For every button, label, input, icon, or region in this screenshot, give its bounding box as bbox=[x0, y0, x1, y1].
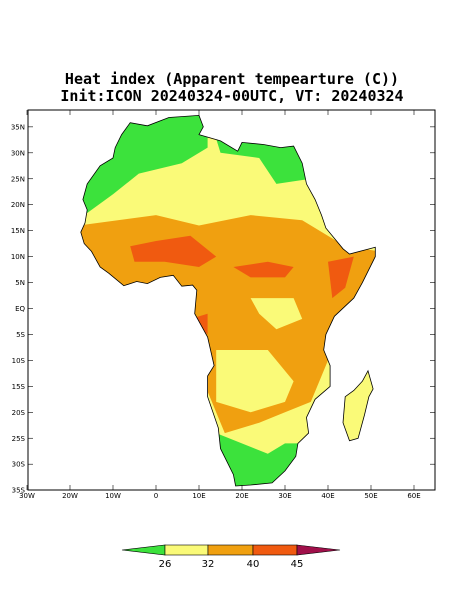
lat-label: 15S bbox=[12, 383, 26, 391]
lat-label: EQ bbox=[15, 305, 25, 313]
axis-ticks: 35N 30N 25N 20N 15N 10N 5N EQ 5S 10S 15S 20S 25S 30S 3… bbox=[11, 110, 435, 500]
colorbar-segment bbox=[296, 544, 341, 556]
colorbar-segment bbox=[121, 544, 166, 556]
lon-label: 20E bbox=[235, 492, 248, 500]
heat-zone bbox=[80, 215, 376, 434]
lon-label: 0 bbox=[154, 492, 158, 500]
lon-label: 10E bbox=[192, 492, 205, 500]
lat-label: 30S bbox=[12, 461, 26, 469]
lat-label: 25N bbox=[11, 175, 25, 183]
heat-zone bbox=[216, 350, 294, 413]
lat-label: 20S bbox=[12, 409, 26, 417]
lon-label: 50E bbox=[364, 492, 377, 500]
lat-label: 35N bbox=[11, 123, 25, 131]
colorbar: 26 32 40 45 bbox=[121, 544, 341, 570]
colorbar-label: 40 bbox=[247, 559, 260, 570]
land bbox=[80, 114, 376, 487]
heat-zone bbox=[250, 298, 303, 330]
lat-label: 10N bbox=[11, 253, 25, 261]
heat-zone bbox=[328, 256, 354, 299]
lon-label: 60E bbox=[407, 492, 420, 500]
title-line-2: Init:ICON 20240324-00UTC, VT: 20240324 bbox=[60, 87, 403, 105]
heat-zone bbox=[130, 235, 217, 267]
lat-label: 5N bbox=[15, 279, 25, 287]
lon-label: 10W bbox=[105, 492, 121, 500]
lat-label: 15N bbox=[11, 227, 25, 235]
lat-label: 25S bbox=[12, 435, 26, 443]
map-frame bbox=[27, 109, 436, 491]
lat-label: 5S bbox=[16, 331, 25, 339]
lat-label: 10S bbox=[12, 357, 26, 365]
lon-label: 20W bbox=[62, 492, 78, 500]
lon-label: 30E bbox=[278, 492, 291, 500]
colorbar-segment bbox=[164, 544, 209, 556]
heat-zone bbox=[233, 261, 294, 278]
lon-label: 40E bbox=[321, 492, 334, 500]
colorbar-segment bbox=[207, 544, 254, 556]
colorbar-segment bbox=[252, 544, 298, 556]
title-line-1: Heat index (Apparent tempearture (C)) bbox=[65, 70, 399, 88]
lat-label: 35S bbox=[12, 487, 26, 495]
heat-zone bbox=[190, 313, 208, 335]
lat-label: 30N bbox=[11, 149, 25, 157]
lon-label: 30W bbox=[19, 492, 35, 500]
colorbar-label: 32 bbox=[202, 559, 215, 570]
lat-label: 20N bbox=[11, 201, 25, 209]
colorbar-label: 45 bbox=[291, 559, 304, 570]
coastline bbox=[80, 114, 376, 487]
colorbar-label: 26 bbox=[159, 559, 172, 570]
